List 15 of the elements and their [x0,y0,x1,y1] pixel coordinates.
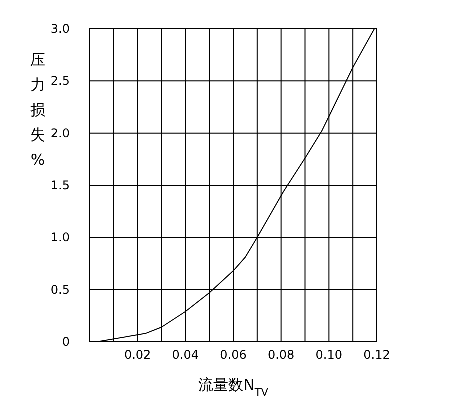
y-axis-title: 压力损失% [30,51,46,169]
y-tick-label: 0.5 [50,282,70,297]
x-tick-label: 0.06 [220,348,247,362]
x-tick-label: 0.10 [316,348,343,362]
y-tick-label: 0 [62,335,70,349]
y-tick-label: 3.0 [50,22,70,36]
x-tick-label: 0.12 [364,348,390,362]
x-tick-label: 0.02 [124,348,152,362]
y-tick-label: 1.5 [50,178,70,192]
y-tick-label: 2.0 [50,126,70,140]
x-tick-label: 0.04 [172,348,200,362]
y-tick-label: 1.0 [50,230,70,245]
x-tick-label: 0.08 [268,348,295,362]
x-axis-title: 流量数N$_{TV}$ [198,376,270,399]
y-tick-label: 2.5 [50,74,70,88]
